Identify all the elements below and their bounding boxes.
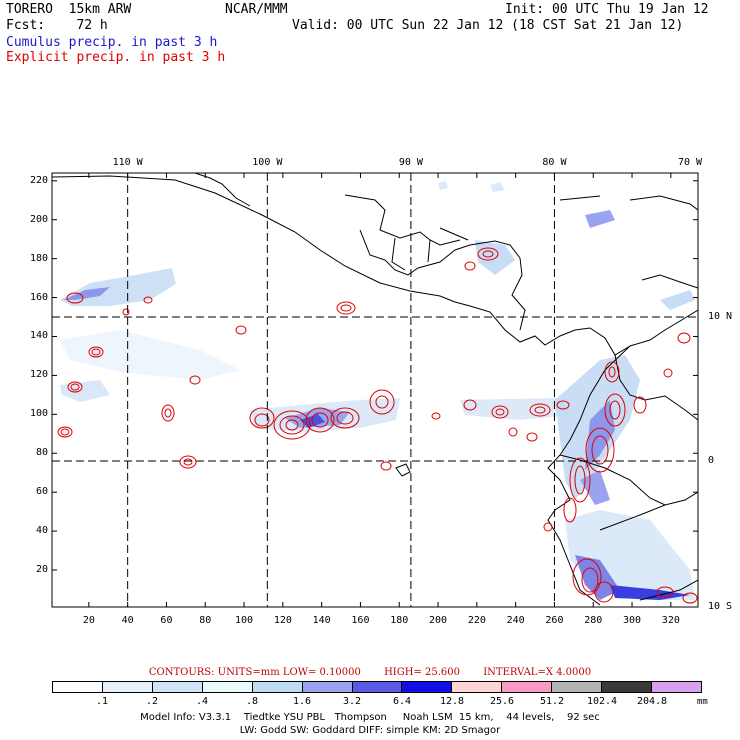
scale-cell bbox=[502, 682, 553, 692]
latitude-label: 10 N bbox=[708, 311, 733, 323]
scale-label: .1 bbox=[95, 696, 109, 707]
x-tick-label: 240 bbox=[506, 615, 525, 626]
x-tick-label: 100 bbox=[235, 615, 254, 626]
contour-high: HIGH= 25.600 bbox=[384, 667, 461, 678]
tick-marks bbox=[52, 173, 698, 607]
x-tick-label: 280 bbox=[584, 615, 603, 626]
map-frame bbox=[51, 172, 699, 608]
y-tick-label: 20 bbox=[35, 564, 48, 576]
latitude-label: 0 bbox=[708, 455, 715, 467]
scale-cell bbox=[452, 682, 503, 692]
model-info-line2: LW: Godd SW: Goddard DIFF: simple KM: 2D… bbox=[239, 725, 501, 736]
cumulus-precip-areas bbox=[60, 181, 695, 600]
y-tick-label: 120 bbox=[29, 369, 48, 381]
lat-lon-grid bbox=[52, 173, 698, 607]
x-tick-label: 200 bbox=[429, 615, 448, 626]
scale-cell bbox=[53, 682, 103, 692]
field-label-cumulus: Cumulus precip. in past 3 h bbox=[6, 35, 218, 50]
scale-label: .4 bbox=[195, 696, 209, 707]
y-tick-label: 200 bbox=[29, 213, 48, 225]
scale-cell bbox=[202, 682, 253, 692]
longitude-label: 90 W bbox=[398, 157, 423, 168]
scale-cell bbox=[352, 682, 403, 692]
x-tick-label: 260 bbox=[545, 615, 564, 626]
x-tick-label: 180 bbox=[390, 615, 409, 626]
field-label-explicit: Explicit precip. in past 3 h bbox=[6, 50, 226, 65]
x-tick-label: 20 bbox=[82, 615, 95, 626]
scale-cell bbox=[402, 682, 453, 692]
scale-label: 12.8 bbox=[439, 696, 465, 707]
scale-label: 6.4 bbox=[392, 696, 412, 707]
scale-label: 1.6 bbox=[292, 696, 312, 707]
x-tick-label: 40 bbox=[121, 615, 134, 626]
scale-cell bbox=[652, 682, 701, 692]
y-tick-label: 160 bbox=[29, 291, 48, 303]
longitude-label: 100 W bbox=[252, 157, 283, 168]
x-tick-label: 320 bbox=[661, 615, 680, 626]
scale-units: mm bbox=[697, 697, 708, 707]
scale-label: 102.4 bbox=[586, 696, 618, 707]
model-title: TORERO 15km ARW bbox=[6, 2, 132, 17]
longitude-label: 80 W bbox=[542, 157, 567, 168]
scale-cell bbox=[252, 682, 303, 692]
contour-info: CONTOURS: UNITS=mm LOW= 0.10000 HIGH= 25… bbox=[0, 667, 740, 678]
contour-units-low: CONTOURS: UNITS=mm LOW= 0.10000 bbox=[148, 667, 361, 678]
y-tick-label: 40 bbox=[35, 525, 48, 537]
scale-cell bbox=[152, 682, 203, 692]
precip-map bbox=[51, 172, 699, 608]
y-tick-label: 100 bbox=[29, 408, 48, 420]
model-info-line1: Model Info: V3.3.1 Tiedtke YSU PBL Thomp… bbox=[140, 712, 600, 723]
latitude-label: 10 S bbox=[708, 601, 733, 612]
center-label: NCAR/MMM bbox=[225, 2, 288, 17]
x-tick-label: 120 bbox=[273, 615, 292, 626]
x-tick-label: 60 bbox=[160, 615, 173, 626]
x-tick-label: 160 bbox=[351, 615, 370, 626]
y-tick-label: 80 bbox=[35, 447, 48, 459]
scale-cell bbox=[102, 682, 153, 692]
contour-interval: INTERVAL=X 4.0000 bbox=[483, 667, 592, 678]
scale-cell bbox=[602, 682, 653, 692]
longitude-label: 110 W bbox=[112, 157, 143, 168]
scale-label: .2 bbox=[145, 696, 159, 707]
forecast-hour: Fcst: 72 h bbox=[6, 18, 108, 33]
scale-label: 3.2 bbox=[342, 696, 362, 707]
scale-label: 204.8 bbox=[636, 696, 668, 707]
coastlines bbox=[52, 173, 698, 606]
y-tick-label: 180 bbox=[29, 252, 48, 264]
scale-label: .8 bbox=[245, 696, 259, 707]
scale-cell bbox=[552, 682, 603, 692]
scale-label: 25.6 bbox=[489, 696, 515, 707]
y-tick-label: 60 bbox=[35, 486, 48, 498]
x-tick-label: 220 bbox=[467, 615, 486, 626]
x-tick-label: 300 bbox=[623, 615, 642, 626]
scale-label: 51.2 bbox=[539, 696, 565, 707]
longitude-label: 70 W bbox=[677, 157, 703, 168]
x-tick-label: 80 bbox=[199, 615, 212, 626]
explicit-precip-contours bbox=[57, 247, 698, 604]
x-tick-label: 140 bbox=[312, 615, 331, 626]
y-tick-label: 220 bbox=[29, 174, 48, 186]
y-tick-label: 140 bbox=[29, 330, 48, 342]
init-time: Init: 00 UTC Thu 19 Jan 12 bbox=[505, 2, 709, 17]
scale-cell bbox=[302, 682, 353, 692]
color-scale-bar bbox=[52, 681, 702, 693]
valid-time: Valid: 00 UTC Sun 22 Jan 12 (18 CST Sat … bbox=[292, 18, 684, 33]
